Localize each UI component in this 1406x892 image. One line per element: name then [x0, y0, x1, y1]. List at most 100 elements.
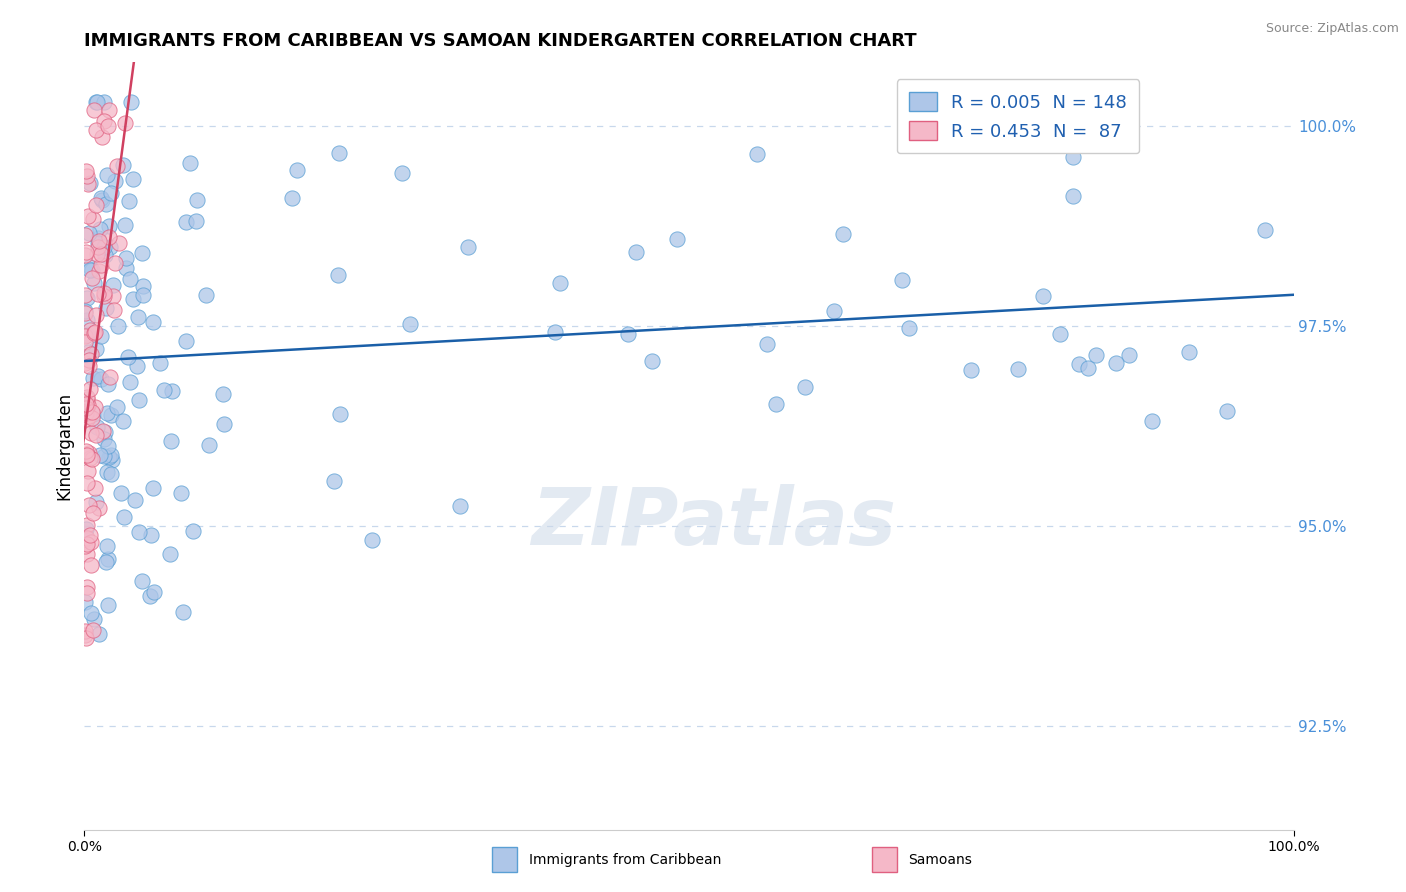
Point: [90, 193, 112, 207]
Point: [160, 434, 183, 448]
Point: [186, 193, 208, 207]
Point: [75, 288, 97, 302]
Point: [75, 245, 97, 260]
Point: [77, 446, 100, 460]
Point: [98, 219, 121, 234]
Point: [77, 409, 100, 424]
Point: [87, 286, 110, 301]
Point: [960, 363, 983, 377]
Point: [211, 387, 233, 401]
Point: [79, 352, 101, 367]
Point: [80, 263, 103, 277]
Point: [179, 156, 201, 170]
Text: Samoans: Samoans: [908, 853, 972, 867]
Point: [329, 407, 352, 421]
Point: [143, 585, 166, 599]
Point: [114, 510, 136, 524]
Point: [76, 392, 98, 406]
Point: [98, 370, 121, 384]
Point: [89, 222, 111, 236]
Point: [127, 359, 149, 374]
Point: [76, 344, 98, 359]
Point: [114, 116, 136, 130]
Point: [80, 558, 103, 572]
Point: [76, 475, 98, 490]
Point: [105, 160, 128, 174]
Point: [76, 390, 98, 404]
Point: [80, 425, 103, 440]
Point: [89, 448, 111, 462]
Point: [75, 624, 97, 638]
Point: [79, 260, 101, 275]
Point: [100, 186, 122, 200]
Point: [87, 234, 110, 248]
Point: [93, 114, 115, 128]
Point: [1062, 189, 1084, 203]
Point: [97, 229, 120, 244]
Point: [544, 325, 567, 339]
Point: [73, 328, 96, 343]
Point: [97, 439, 120, 453]
Point: [75, 631, 97, 645]
Point: [93, 289, 115, 303]
Point: [79, 227, 101, 241]
Point: [100, 408, 122, 422]
Point: [641, 354, 664, 368]
Point: [76, 464, 98, 478]
Point: [86, 95, 108, 110]
Point: [82, 271, 104, 285]
Point: [90, 372, 112, 386]
Point: [120, 272, 142, 286]
Point: [82, 405, 104, 419]
Point: [77, 398, 100, 412]
Point: [93, 286, 115, 301]
Point: [1085, 348, 1108, 362]
Point: [79, 528, 101, 542]
Point: [186, 214, 208, 228]
Point: [76, 518, 98, 533]
Point: [87, 368, 110, 383]
Point: [891, 273, 914, 287]
Point: [142, 481, 165, 495]
Point: [97, 377, 120, 392]
Point: [87, 235, 110, 250]
Point: [548, 277, 571, 291]
Point: [87, 231, 110, 245]
Point: [73, 334, 96, 349]
Point: [98, 240, 121, 254]
Point: [76, 411, 98, 425]
Point: [197, 438, 219, 452]
Point: [97, 120, 120, 134]
Point: [80, 451, 103, 466]
Point: [73, 304, 96, 318]
Point: [79, 382, 101, 396]
Point: [91, 424, 114, 438]
Point: [86, 428, 108, 442]
Point: [84, 495, 107, 509]
Point: [76, 537, 98, 551]
Point: [1067, 358, 1090, 372]
Point: [73, 539, 96, 553]
Point: [755, 337, 778, 351]
Point: [79, 176, 101, 190]
Point: [794, 380, 817, 394]
Point: [83, 612, 105, 626]
Point: [160, 384, 183, 398]
Point: [84, 326, 107, 340]
Text: ZIPatlas: ZIPatlas: [530, 483, 896, 562]
Point: [128, 524, 150, 539]
Point: [159, 547, 181, 561]
Point: [75, 397, 97, 411]
Point: [103, 302, 125, 317]
Point: [82, 371, 104, 385]
Point: [75, 248, 97, 262]
Point: [73, 306, 96, 320]
Point: [970, 95, 993, 110]
Point: [76, 547, 98, 561]
Point: [110, 485, 132, 500]
Point: [104, 256, 127, 270]
Point: [112, 414, 135, 428]
Point: [84, 343, 107, 357]
Point: [83, 481, 105, 495]
Point: [73, 449, 96, 463]
